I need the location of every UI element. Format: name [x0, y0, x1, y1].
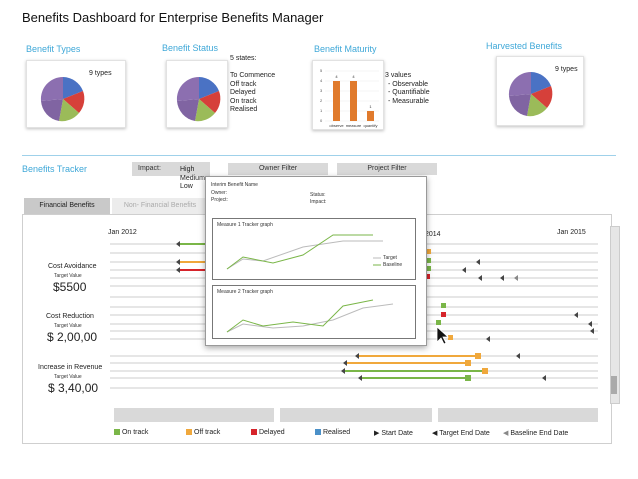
maturity-values-title: 3 values [385, 72, 412, 79]
measure-2-tracker-graph: Measure 2 Tracker graph [212, 285, 416, 339]
legend-target-end-date: ◀ Target End Date [432, 430, 490, 437]
y-tick: 0 [320, 118, 323, 123]
maturity-value: - Quantifiable [388, 89, 430, 96]
popup-benefit-name: Interim Benefit Name [211, 182, 258, 188]
benefit-status-title[interactable]: Benefit Status [162, 43, 219, 53]
maturity-bar-observe [333, 81, 340, 121]
benefit-maturity-card[interactable]: 5 4 3 2 1 0 4 4 1 observe measure quanti… [312, 60, 384, 130]
legend-off-track: Off track [186, 429, 220, 438]
bar-value: 4 [352, 74, 355, 79]
status-state: Realised [230, 106, 258, 113]
status-state: To Commence [230, 72, 276, 79]
owner-filter-button[interactable]: Owner Filter [228, 163, 328, 175]
timeline-scroll-segment[interactable] [114, 408, 274, 422]
legend-realised: Realised [315, 429, 350, 438]
y-tick: 2 [320, 98, 323, 103]
benefits-tracker-title: Benefits Tracker [22, 164, 88, 174]
bar-value: 4 [335, 74, 338, 79]
tab-non-financial-benefits[interactable]: Non- Financial Benefits [112, 198, 208, 214]
graph-title: Measure 1 Tracker graph [217, 222, 273, 228]
y-tick: 4 [320, 78, 323, 83]
maturity-bar-quantify [367, 111, 374, 121]
popup-status-label: Status: [310, 192, 326, 198]
bar-label: observe [329, 123, 344, 128]
timeline-scroll-segment[interactable] [280, 408, 432, 422]
popup-project-label: Project: [211, 197, 228, 203]
maturity-values: 3 values - Observable - Quantifiable - M… [385, 72, 430, 106]
target-value-label: Target Value [54, 273, 82, 279]
harvested-benefits-card[interactable]: 9 types [496, 56, 584, 126]
legend-baseline: Baseline [383, 262, 403, 268]
timeline-end: Jan 2015 [557, 229, 586, 236]
popup-owner-label: Owner: [211, 190, 228, 196]
target-value-cost-reduction: $ 2,00,00 [47, 330, 98, 344]
y-tick: 1 [320, 108, 323, 113]
target-value-cost-avoidance: $5500 [53, 280, 87, 294]
benefit-status-pie [176, 76, 221, 122]
status-state: Off track [230, 80, 257, 88]
project-filter-button[interactable]: Project Filter [337, 163, 437, 175]
bar-value: 1 [369, 104, 372, 109]
harvested-benefits-note: 9 types [555, 66, 578, 73]
benefit-status-card[interactable] [166, 60, 228, 128]
maturity-value: - Observable [388, 80, 429, 88]
group-cost-avoidance[interactable]: Cost Avoidance [48, 263, 97, 270]
status-state: Delayed [230, 89, 256, 96]
tab-financial-benefits[interactable]: Financial Benefits [24, 198, 110, 214]
target-value-label: Target Value [54, 323, 82, 329]
benefit-types-title[interactable]: Benefit Types [26, 44, 81, 54]
status-states-list: To Commence Off track Delayed On track R… [230, 72, 275, 115]
benefit-maturity-title[interactable]: Benefit Maturity [314, 44, 377, 54]
benefit-types-pie [40, 76, 85, 122]
section-divider [22, 155, 616, 156]
legend-on-track: On track [114, 429, 148, 438]
timeline-mid: 2014 [425, 231, 441, 238]
y-tick: 3 [320, 88, 323, 93]
status-state: On track [230, 97, 257, 105]
timeline-start: Jan 2012 [108, 229, 137, 236]
gantt-bars [178, 243, 488, 381]
bar-label: measure [346, 123, 362, 128]
measure-2-lines [226, 299, 394, 333]
benefit-maturity-bar-chart: 5 4 3 2 1 0 4 4 1 observe measure quanti… [320, 68, 379, 128]
maturity-value: - Measurable [388, 97, 429, 105]
impact-filter[interactable]: Impact: [132, 162, 210, 176]
measure-1-tracker-graph: Measure 1 Tracker graph Target Baseline [212, 218, 416, 280]
impact-option-high[interactable]: High [180, 166, 195, 173]
status-states-title: 5 states: [230, 55, 257, 62]
impact-option-low[interactable]: Low [180, 183, 193, 190]
impact-label: Impact: [138, 165, 161, 172]
benefit-types-note: 9 types [89, 70, 112, 77]
legend-start-date: ▶ Start Date [374, 430, 413, 437]
target-value-increase-in-revenue: $ 3,40,00 [48, 381, 99, 395]
harvested-benefits-title[interactable]: Harvested Benefits [486, 41, 563, 51]
graph-title: Measure 2 Tracker graph [217, 289, 273, 295]
legend-target: Target [383, 255, 397, 261]
legend-baseline-end-date: ◀ Baseline End Date [503, 430, 569, 437]
maturity-bar-measure [350, 81, 357, 121]
group-cost-reduction[interactable]: Cost Reduction [46, 313, 94, 320]
group-increase-in-revenue[interactable]: Increase in Revenue [38, 364, 103, 371]
popup-impact-label: Impact: [310, 199, 327, 205]
tracker-vertical-scrollbar[interactable] [610, 226, 620, 404]
harvested-benefits-pie [508, 71, 553, 117]
legend-delayed: Delayed [251, 429, 285, 438]
mouse-cursor-icon [436, 326, 450, 345]
benefit-detail-popup[interactable]: Interim Benefit Name Owner: Project: Sta… [205, 176, 427, 346]
impact-options: High Medium Low [180, 166, 205, 192]
benefit-types-card[interactable]: 9 types [26, 60, 126, 128]
timeline-scroll-segment[interactable] [438, 408, 598, 422]
page-title: Benefits Dashboard for Enterprise Benefi… [22, 10, 324, 25]
bar-label: quantify [363, 123, 377, 128]
measure-1-lines [226, 234, 383, 270]
scrollbar-thumb[interactable] [611, 376, 617, 394]
target-value-label: Target Value [54, 374, 82, 380]
y-tick: 5 [320, 68, 323, 73]
impact-option-medium[interactable]: Medium [180, 174, 205, 182]
